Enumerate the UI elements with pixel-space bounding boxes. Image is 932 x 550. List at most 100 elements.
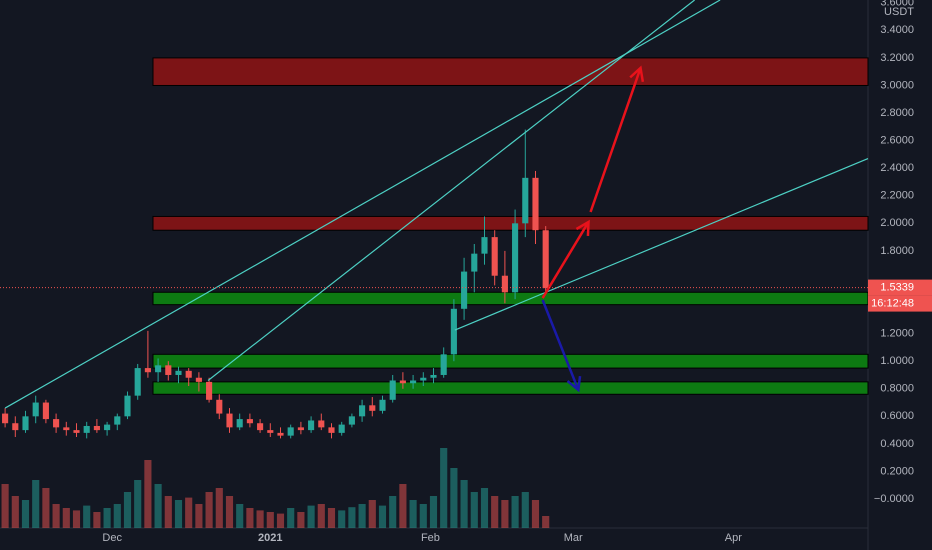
y-tick-label: 1.8000 [880,245,914,257]
volume-bar [225,496,234,528]
volume-bar [521,492,529,528]
volume-bar [348,507,356,528]
candle-body [389,380,396,400]
y-tick-label: 0.2000 [880,465,914,477]
arrow [541,219,590,299]
trendline [454,157,869,331]
candle-body [440,354,447,375]
volume-bar [409,500,417,528]
x-tick-label: Apr [725,532,742,544]
volume-bar [113,504,121,528]
volume-bar [307,505,315,528]
candle-body [267,430,274,433]
candle-body [471,253,478,272]
y-tick-label: 3.6000 [880,0,914,9]
y-tick-label: 2.6000 [880,135,914,147]
candle-body [512,223,519,293]
volume-bar [511,496,519,528]
volume-bar [297,512,305,528]
volume-bar [52,504,60,528]
y-tick-label: 3.0000 [880,79,914,91]
volume-bar [429,496,438,528]
y-tick-label: 3.2000 [880,52,914,64]
candle-body [22,416,29,431]
y-tick-label: 2.4000 [880,162,914,174]
candle-body [369,405,376,411]
candle-body [114,416,121,425]
volume-bar [42,488,50,528]
candle-body [206,381,213,400]
candle-body [287,427,294,436]
candle-body [277,432,284,436]
candle-body [420,377,427,381]
candle-body [73,430,80,433]
volume-bar [1,484,9,528]
unit-label: USDT [884,6,914,18]
volume-bar [378,505,387,528]
x-tick-label: Dec [102,532,122,544]
trendline [207,0,695,381]
candle-body [93,425,100,431]
volume-bar [338,510,346,528]
candle-body [359,405,366,417]
candle-body [165,365,172,375]
volume-bar [134,480,142,528]
candle-body [216,399,223,414]
candle-body [522,177,529,224]
arrow [589,65,645,213]
candle-body [155,365,162,373]
volume-bar [440,448,448,528]
volume-bar [93,512,101,528]
volume-bar [399,484,407,528]
volume-bar [317,504,325,528]
candle-body [257,423,264,431]
candle-body [32,402,39,417]
volume-bar [246,508,254,528]
candle-body [450,308,457,355]
candle-body [297,427,304,431]
candle-body [175,370,182,375]
candle-body [399,380,406,384]
candle-body [542,230,549,289]
candle-body [42,402,49,420]
y-tick-label: 2.8000 [880,107,914,119]
y-tick-label: 3.4000 [880,24,914,36]
candle-body [430,374,437,378]
volume-bar [205,492,213,528]
zone [152,215,869,231]
y-tick-label: 1.2000 [880,328,914,340]
volume-bar [276,513,285,528]
candle-body [185,370,192,378]
volume-bar [501,500,509,528]
candle-body [338,424,345,433]
zone [152,381,869,395]
volume-bar [174,500,183,528]
volume-bar [358,504,366,528]
volume-bar [256,510,264,528]
candle-body [318,420,325,428]
volume-bar [531,500,540,528]
volume-bar [185,497,193,528]
candle-body [461,271,468,309]
volume-bar [389,496,397,528]
volume-bar [215,488,223,528]
volume-bar [32,480,40,528]
volume-bar [72,510,81,528]
volume-bar [491,496,499,528]
candle-body [226,413,233,428]
candle-body [53,419,60,428]
candle-body [481,237,488,254]
volume-bar [470,492,478,528]
candle-body [195,377,202,382]
volume-bar [21,500,30,528]
volume-bar [103,508,111,528]
candle-body [379,399,386,411]
volume-bar [164,496,172,528]
candle-body [328,427,335,433]
arrow [541,299,582,393]
y-tick-label: 0.8000 [880,383,914,395]
volume-bar [236,504,244,528]
volume-bar [62,508,70,528]
price-label: 1.5339 [880,281,914,293]
